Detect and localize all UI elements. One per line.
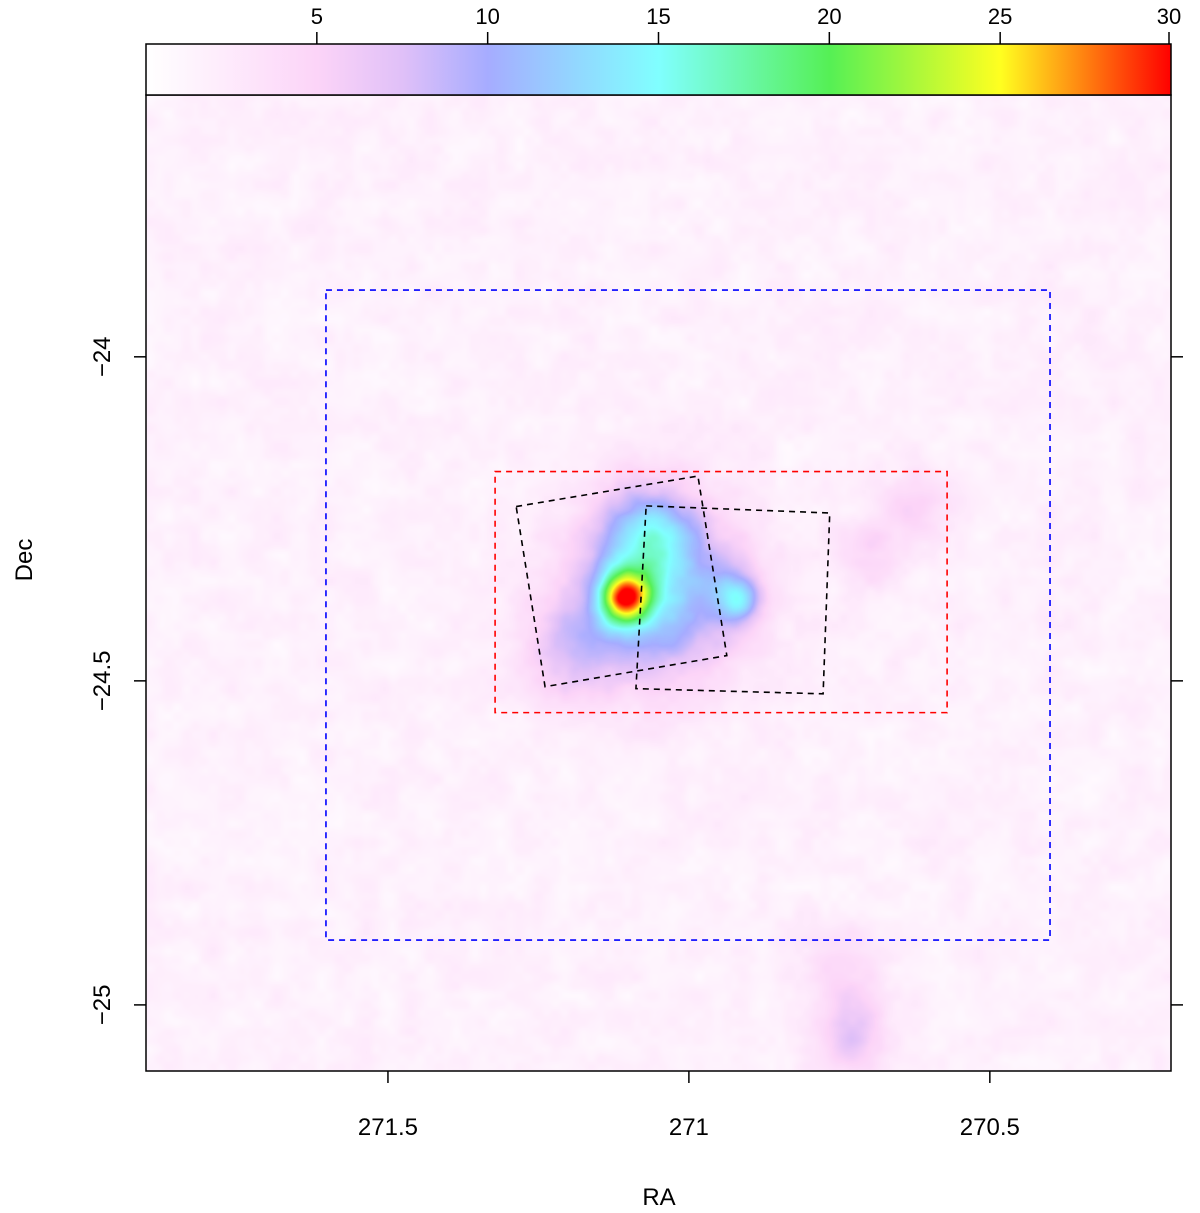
colorbar-tick-label: 25	[988, 4, 1012, 29]
blue-region	[325, 289, 1051, 941]
red-region	[494, 470, 948, 714]
heatmap-image	[146, 95, 1171, 1071]
y-tick-label: −25	[89, 985, 116, 1026]
colorbar-tick-label: 20	[817, 4, 841, 29]
y-tick-label: −24.5	[89, 650, 116, 711]
colorbar-tick-label: 15	[646, 4, 670, 29]
colorbar-tick-label: 5	[311, 4, 323, 29]
heatmap-image-container	[146, 95, 1171, 1071]
x-tick-label: 271	[669, 1114, 709, 1141]
axes: 271.5 271 270.5 −24 −24.5 −25 5 10 15 20 25 30	[89, 4, 1183, 1141]
y-axis-label: Dec	[11, 539, 38, 582]
colorbar	[145, 43, 1172, 96]
black-field-1	[515, 475, 728, 688]
regions	[325, 289, 1051, 941]
colorbar-tick-label: 10	[475, 4, 499, 29]
colorbar-tick-label: 30	[1157, 4, 1181, 29]
y-tick-label: −24	[89, 336, 116, 377]
x-tick-label: 271.5	[358, 1114, 418, 1141]
black-field-2	[635, 505, 831, 695]
x-tick-label: 270.5	[960, 1114, 1020, 1141]
x-axis-label: RA	[642, 1184, 675, 1211]
